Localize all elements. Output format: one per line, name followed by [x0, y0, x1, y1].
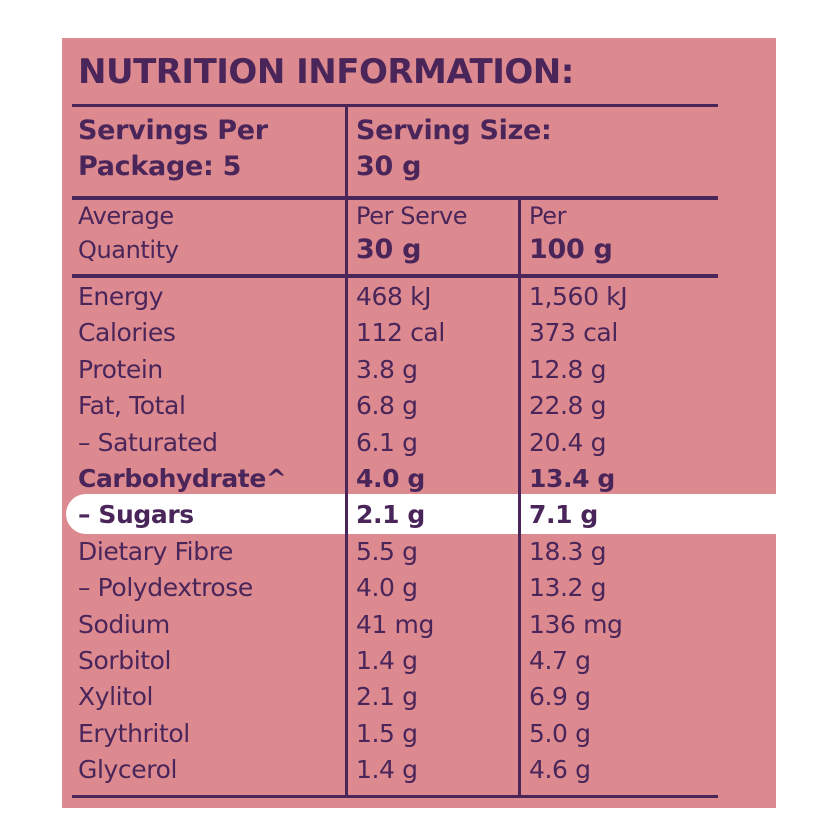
nutrient-label: Sodium	[78, 610, 170, 639]
servings-per-package-line1: Servings Per	[78, 115, 268, 146]
nutrient-per-serve: 1.4 g	[356, 646, 418, 675]
nutrient-per-100g: 7.1 g	[529, 500, 598, 529]
serving-size-line1: Serving Size:	[356, 115, 552, 146]
rule-columns	[72, 274, 718, 278]
nutrient-per-serve: 112 cal	[356, 318, 445, 347]
nutrient-per-serve: 6.8 g	[356, 391, 418, 420]
nutrient-per-serve: 4.0 g	[356, 464, 425, 493]
sugars-highlight	[66, 494, 786, 534]
nutrient-label: – Saturated	[78, 428, 218, 457]
nutrition-panel	[62, 38, 776, 808]
panel-title: NUTRITION INFORMATION:	[78, 52, 574, 92]
nutrient-per-100g: 136 mg	[529, 610, 623, 639]
nutrient-per-serve: 5.5 g	[356, 537, 418, 566]
nutrient-label: Energy	[78, 282, 164, 311]
nutrient-label: Carbohydrate^	[78, 464, 287, 493]
rule-col1	[345, 106, 348, 796]
rule-top	[72, 104, 718, 107]
per-100-line1: Per	[529, 202, 567, 230]
nutrient-per-serve: 1.5 g	[356, 719, 418, 748]
nutrient-per-serve: 1.4 g	[356, 755, 418, 784]
nutrient-label: Dietary Fibre	[78, 537, 234, 566]
nutrient-per-100g: 1,560 kJ	[529, 282, 628, 311]
rule-col2	[518, 199, 521, 796]
nutrient-per-100g: 13.2 g	[529, 573, 607, 602]
nutrient-per-100g: 4.6 g	[529, 755, 591, 784]
avg-quantity-line2: Quantity	[78, 236, 179, 264]
serving-size-line2: 30 g	[356, 151, 422, 182]
nutrient-per-100g: 4.7 g	[529, 646, 591, 675]
nutrient-per-serve: 4.0 g	[356, 573, 418, 602]
nutrient-label: – Sugars	[78, 500, 194, 529]
nutrient-per-100g: 18.3 g	[529, 537, 607, 566]
nutrient-per-serve: 468 kJ	[356, 282, 432, 311]
nutrient-label: Erythritol	[78, 719, 190, 748]
servings-per-package-line2: Package: 5	[78, 151, 242, 182]
nutrient-per-100g: 12.8 g	[529, 355, 607, 384]
nutrient-per-100g: 5.0 g	[529, 719, 591, 748]
rule-bottom	[72, 795, 718, 798]
panel-bottom-edge	[62, 800, 776, 808]
nutrient-per-100g: 6.9 g	[529, 682, 591, 711]
nutrient-per-100g: 13.4 g	[529, 464, 615, 493]
nutrient-label: Protein	[78, 355, 163, 384]
nutrient-per-serve: 3.8 g	[356, 355, 418, 384]
nutrient-per-100g: 373 cal	[529, 318, 618, 347]
avg-quantity-line1: Average	[78, 202, 174, 230]
rule-servings	[72, 196, 718, 200]
nutrient-label: Calories	[78, 318, 176, 347]
nutrient-label: Glycerol	[78, 755, 178, 784]
nutrient-per-100g: 22.8 g	[529, 391, 607, 420]
nutrient-label: – Polydextrose	[78, 573, 253, 602]
per-serve-line2: 30 g	[356, 234, 422, 265]
nutrient-per-serve: 2.1 g	[356, 682, 418, 711]
nutrient-label: Xylitol	[78, 682, 154, 711]
nutrient-label: Sorbitol	[78, 646, 172, 675]
nutrient-label: Fat, Total	[78, 391, 186, 420]
per-100-line2: 100 g	[529, 234, 613, 265]
nutrient-per-serve: 2.1 g	[356, 500, 425, 529]
nutrient-per-serve: 41 mg	[356, 610, 434, 639]
nutrient-per-100g: 20.4 g	[529, 428, 607, 457]
nutrient-per-serve: 6.1 g	[356, 428, 418, 457]
per-serve-line1: Per Serve	[356, 202, 468, 230]
